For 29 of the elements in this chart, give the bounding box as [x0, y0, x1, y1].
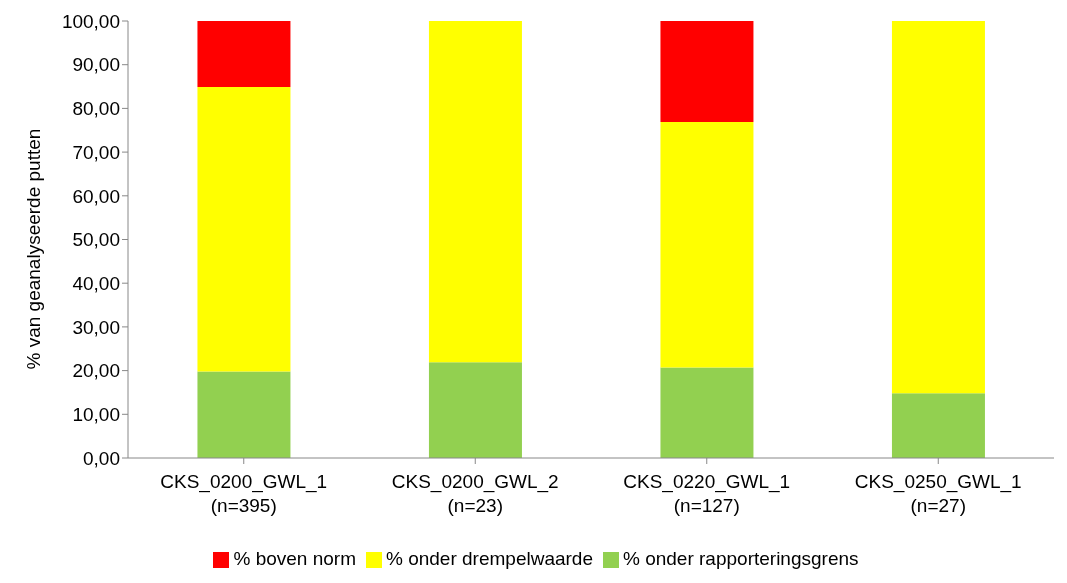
y-tick-label: 100,00	[61, 10, 120, 32]
legend-label: % onder rapporteringsgrens	[623, 548, 859, 569]
y-axis-title: % van geanalyseerde putten	[22, 128, 44, 370]
y-tick-label: 70,00	[72, 141, 120, 163]
y-tick-label: 40,00	[72, 272, 120, 294]
x-tick-label: CKS_0250_GWL_1 (n=27)	[854, 471, 1022, 516]
bar	[428, 21, 522, 363]
bar	[197, 86, 291, 372]
y-tick-label: 60,00	[72, 185, 120, 207]
y-tick-label: 0,00	[83, 447, 120, 469]
bar	[660, 367, 754, 458]
bar	[197, 371, 291, 458]
bar	[660, 121, 754, 368]
bar	[891, 21, 985, 394]
legend-label: % boven norm	[233, 548, 356, 569]
y-tick-label: 30,00	[72, 316, 120, 338]
x-tick-label: CKS_0200_GWL_2 (n=23)	[391, 471, 559, 516]
legend-label: % onder drempelwaarde	[385, 548, 593, 569]
y-tick-label: 10,00	[72, 404, 120, 426]
bar	[660, 21, 754, 122]
bar	[428, 362, 522, 458]
x-tick-label: CKS_0200_GWL_1 (n=395)	[160, 471, 328, 516]
y-tick-label: 50,00	[72, 229, 120, 251]
bar	[197, 21, 291, 87]
y-tick-label: 20,00	[72, 360, 120, 382]
y-tick-label: 90,00	[72, 54, 120, 76]
x-tick-label: CKS_0220_GWL_1 (n=127)	[623, 471, 791, 516]
y-tick-label: 80,00	[72, 98, 120, 120]
bar	[891, 393, 985, 458]
